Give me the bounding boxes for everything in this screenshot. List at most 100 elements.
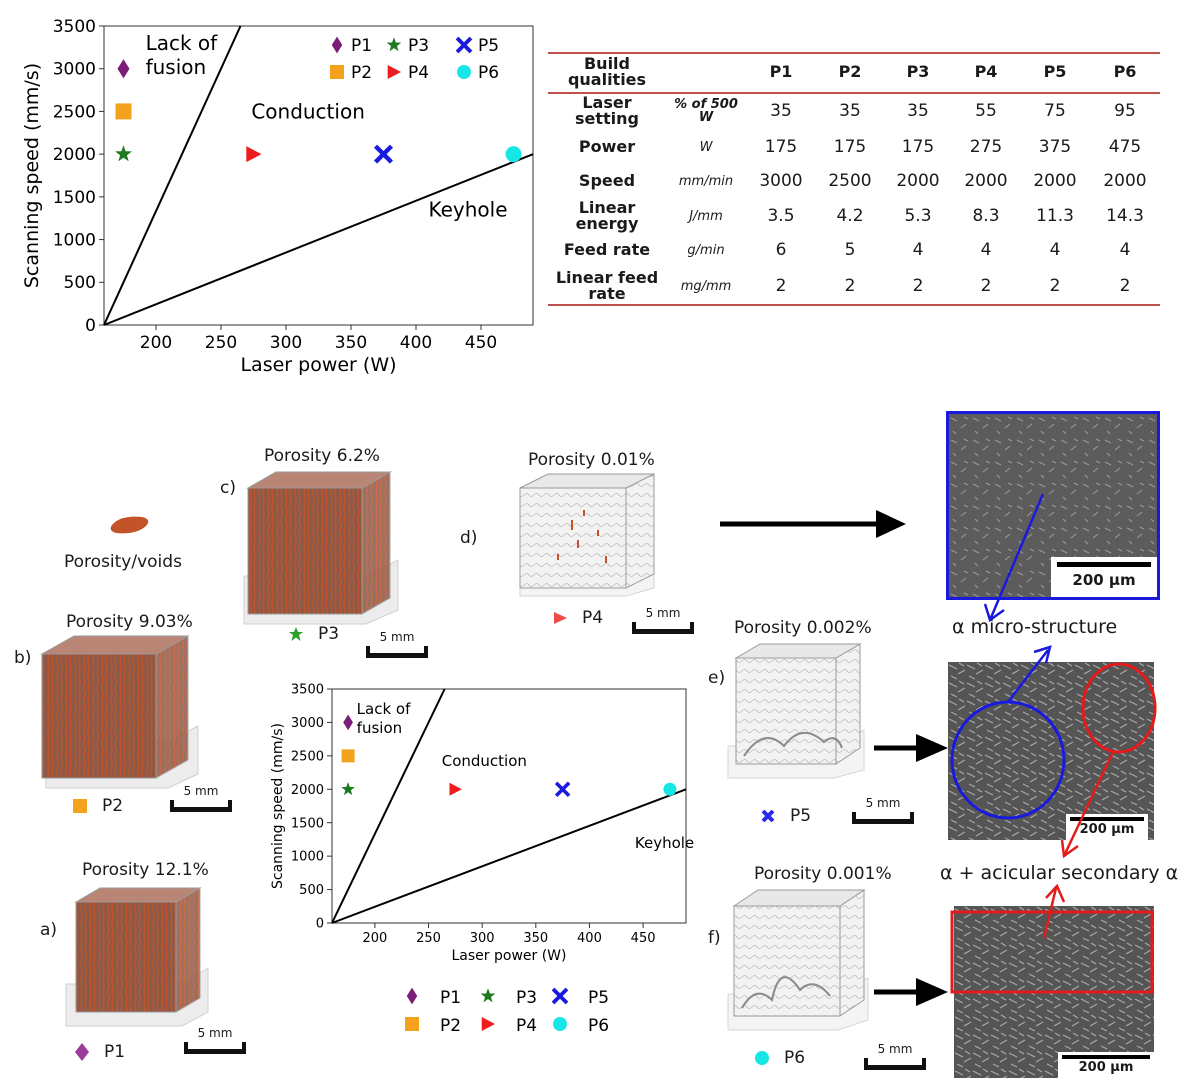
table-cell: 14.3	[1106, 205, 1144, 226]
table-row-unit: % of 500 W	[674, 97, 738, 125]
table-cell: 75	[1044, 100, 1066, 121]
panel-e-sample-label: P5	[790, 806, 812, 826]
panel-a-sample: P1	[74, 1042, 125, 1062]
table-row-label: Linear feed rate	[555, 268, 659, 303]
table-cell: 5.3	[904, 205, 932, 226]
lack-of-fusion-boundary	[103, 25, 242, 326]
region-label-keyhole: Keyhole	[428, 198, 507, 222]
panel-f-letter: f)	[708, 928, 721, 948]
point-p2	[341, 749, 355, 763]
legend-label-p5: P5	[478, 36, 499, 56]
table-row-unit: W	[699, 139, 713, 155]
square-marker-icon	[73, 799, 87, 813]
y-tick-label: 2000	[53, 145, 96, 165]
legend-marker-p5	[455, 36, 473, 54]
y-tick-label: 0	[85, 316, 96, 336]
table-row-unit: g/min	[687, 242, 725, 258]
bottom-legend-marker-p3	[480, 988, 496, 1003]
bottom-legend-label-p2: P2	[440, 1016, 461, 1036]
panel-e-porosity: Porosity 0.002%	[734, 618, 872, 638]
table-header-0: Build qualities	[567, 54, 647, 89]
x-tick-label: 300	[270, 333, 302, 353]
y-axis-label: Scanning speed (mm/s)	[21, 63, 43, 288]
panel-c-scale-label: 5 mm	[379, 630, 415, 644]
main-scatter-chart: 200 250 300 350 400 450 0 500 1000 1500 2000 2500 30…	[21, 17, 534, 376]
point-p4	[449, 782, 462, 796]
table-cell: 2	[775, 275, 787, 296]
table-cell: 55	[975, 100, 997, 121]
panel-b-porosity: Porosity 9.03%	[66, 612, 193, 632]
legend-marker-p1	[331, 36, 343, 54]
table-cell: 2000	[1033, 170, 1077, 191]
x-tick-label: 200	[362, 931, 387, 946]
alpha-microstructure-label: α micro-structure	[952, 616, 1118, 638]
inset-scatter-chart: 200 250 300 350 400 450 0 500 1000 1500 2000 2500 30…	[270, 683, 694, 964]
table-cell: 4	[1049, 239, 1061, 260]
table-cell: 375	[1038, 136, 1072, 157]
region-label-keyhole: Keyhole	[635, 834, 694, 852]
table-cell: 6	[775, 239, 787, 260]
acicular-alpha-label: α + acicular secondary α	[940, 862, 1179, 884]
table-cell: 275	[969, 136, 1003, 157]
x-tick-label: 250	[416, 931, 441, 946]
bottom-legend-marker-p1	[406, 987, 418, 1005]
table-cell: 175	[764, 136, 798, 157]
bottom-legend-label-p5: P5	[588, 988, 609, 1008]
lack-of-fusion-boundary	[331, 688, 446, 924]
bottom-legend-label-p3: P3	[516, 988, 537, 1008]
legend-label-p4: P4	[408, 63, 429, 83]
y-tick-label: 3000	[291, 716, 324, 731]
panel-a-porosity: Porosity 12.1%	[82, 860, 209, 880]
y-tick-label: 1000	[291, 850, 324, 865]
plot-frame	[331, 688, 687, 924]
bottom-legend-label-p4: P4	[516, 1016, 537, 1036]
micrograph-p4-scale: 200 μm	[1051, 557, 1157, 597]
y-tick-label: 500	[299, 883, 324, 898]
arrow-e-to-micrograph	[874, 734, 948, 762]
micrograph-p5: 200 μm	[948, 662, 1154, 840]
panel-e-sample: P5	[760, 806, 811, 826]
table-cell: 35	[770, 100, 792, 121]
table-cell: 2000	[896, 170, 940, 191]
panel-d-sample: P4	[552, 608, 603, 628]
panel-c-letter: c)	[220, 478, 236, 498]
panel-e-letter: e)	[708, 668, 726, 688]
point-p3	[115, 145, 132, 162]
table-cell: 8.3	[972, 205, 1000, 226]
triangle-marker-icon	[554, 612, 567, 624]
table-cell: 3000	[759, 170, 803, 191]
table-cell: 2	[980, 275, 992, 296]
table-cell: 3.5	[767, 205, 795, 226]
point-p1	[343, 714, 353, 731]
legend-marker-p6	[457, 65, 471, 79]
sample-p5-render	[727, 643, 865, 779]
table-cell: 175	[833, 136, 867, 157]
point-p6	[505, 146, 522, 163]
panel-f-porosity: Porosity 0.001%	[754, 864, 892, 884]
panel-c-sample: P3	[288, 624, 339, 644]
region-label-conduction: Conduction	[442, 752, 527, 770]
panel-f-sample: P6	[754, 1048, 805, 1068]
circle-marker-icon	[755, 1051, 769, 1065]
panel-e-scale-label: 5 mm	[865, 796, 901, 810]
x-tick-label: 450	[631, 931, 656, 946]
panel-d-scalebar: 5 mm	[632, 606, 694, 634]
build-qualities-table: Build qualities P1 P2 P3 P4 P5 P6 Laser setting…	[548, 52, 1160, 306]
y-tick-label: 2500	[53, 102, 96, 122]
table-cell: 475	[1108, 136, 1142, 157]
table-cell: 11.3	[1036, 205, 1074, 226]
y-tick-label: 3000	[53, 60, 96, 80]
bottom-legend: P1 P2 P3 P4 P5 P6	[402, 982, 642, 1042]
bottom-legend-marker-p6	[553, 1017, 567, 1031]
point-p5	[373, 144, 394, 164]
table-header-4: P3	[906, 62, 930, 81]
table-cell: 4	[1119, 239, 1131, 260]
table-cell: 35	[907, 100, 929, 121]
micrograph-p4-scale-label: 200 μm	[1072, 571, 1136, 589]
x-tick-label: 300	[470, 931, 495, 946]
panel-d-sample-label: P4	[582, 608, 604, 628]
table-header-7: P6	[1113, 62, 1137, 81]
micrograph-p4: 200 μm	[946, 411, 1160, 600]
micrograph-p6: 200 μm	[954, 906, 1154, 1078]
x-tick-label: 250	[205, 333, 237, 353]
